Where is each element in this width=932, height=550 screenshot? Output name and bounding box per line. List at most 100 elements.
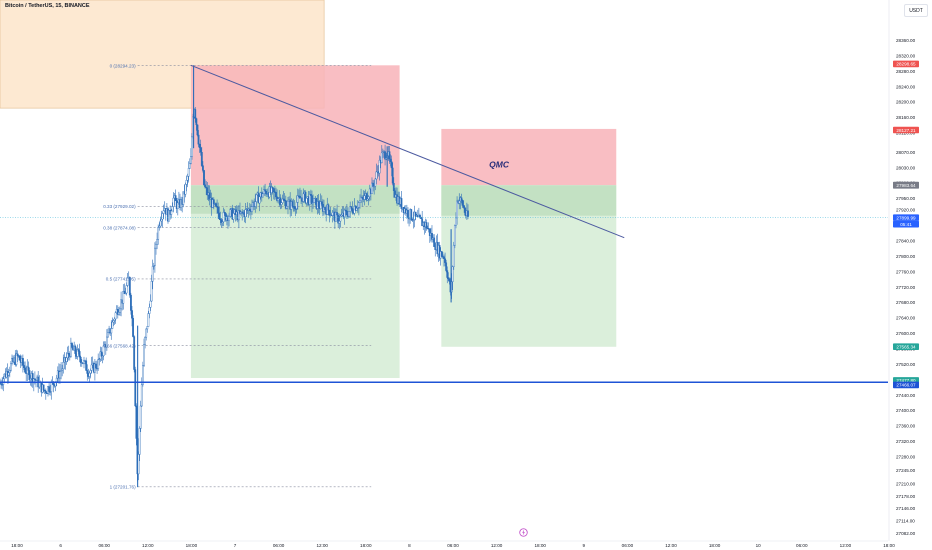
candle-body xyxy=(295,202,298,210)
candle-body xyxy=(359,200,361,203)
fib-label-3: 0.5 (27741.05) xyxy=(106,277,136,282)
candle-body xyxy=(90,364,93,371)
candle-body xyxy=(126,277,129,286)
candle-body xyxy=(261,193,264,198)
candle-body xyxy=(171,206,174,212)
price-tick: 27520.00 xyxy=(896,362,916,367)
lines-layer xyxy=(0,64,888,384)
candle-body xyxy=(29,378,32,380)
candle-body xyxy=(223,212,226,214)
candle-body xyxy=(363,195,366,200)
candle-body xyxy=(270,187,273,193)
candle-body xyxy=(116,309,119,315)
candle-body xyxy=(95,363,97,369)
fib-label-4: 0.66 (27568.42) xyxy=(103,343,136,348)
candle-body xyxy=(340,214,343,217)
candle-body xyxy=(344,209,347,212)
candle-body xyxy=(348,211,350,217)
time-tick: 6 xyxy=(59,543,62,548)
candle-body xyxy=(125,285,128,294)
candle-body xyxy=(414,211,417,217)
candle-body xyxy=(59,371,61,379)
candle-body xyxy=(390,161,393,169)
candle-body xyxy=(444,258,446,263)
candle-body xyxy=(22,357,24,366)
time-tick: 12:00 xyxy=(840,543,852,548)
candle-body xyxy=(118,312,120,315)
currency-button[interactable]: USDT xyxy=(904,4,928,17)
price-label-1: 28127.21 xyxy=(896,128,916,133)
candle-body xyxy=(66,352,69,359)
candle-body xyxy=(324,207,326,211)
candle-body xyxy=(61,368,64,371)
time-tick: 12:00 xyxy=(142,543,154,548)
candle-body xyxy=(222,212,225,222)
fib-label-2: 0.38 (27874.08) xyxy=(103,225,136,230)
candle-body xyxy=(456,200,458,219)
candle-body xyxy=(263,189,265,195)
price-tick: 28320.00 xyxy=(896,53,916,58)
candle-body xyxy=(10,363,12,371)
price-tick: 27245.00 xyxy=(896,468,916,473)
candle-body xyxy=(130,294,132,311)
candle-body xyxy=(77,349,80,352)
candle-body xyxy=(412,219,415,221)
candle-body xyxy=(371,182,373,194)
fib-label-5: 1 (27201.76) xyxy=(110,485,137,490)
candle-body xyxy=(277,198,280,201)
candle-body xyxy=(197,134,200,145)
candle-body xyxy=(189,156,192,164)
candle-body xyxy=(453,224,456,246)
candle-body xyxy=(248,208,251,211)
candle-body xyxy=(272,188,275,193)
candle-body xyxy=(420,217,422,219)
candle-body xyxy=(71,343,73,348)
candle-body xyxy=(338,220,341,224)
lightning-icon[interactable] xyxy=(519,528,528,537)
candle-body xyxy=(373,185,376,188)
price-tick: 28070.00 xyxy=(896,150,916,155)
price-label-5: 05:41 xyxy=(900,222,912,227)
candle-body xyxy=(458,200,461,204)
candle-body xyxy=(140,384,143,407)
candle-body xyxy=(124,292,127,295)
candle-body xyxy=(345,210,348,216)
candle-body xyxy=(83,360,85,364)
price-label-bg-1 xyxy=(893,126,919,134)
candle-body xyxy=(361,196,364,199)
price-label-0: 28298.65 xyxy=(896,62,916,67)
candle-body xyxy=(119,308,121,313)
price-axis[interactable]: 28360.00 28320.00 28280.00 28240.00 28200.00… xyxy=(888,0,932,550)
price-tick: 27840.00 xyxy=(896,239,916,244)
candle-body xyxy=(86,370,89,374)
price-tick: 28280.00 xyxy=(896,69,916,74)
candle-body xyxy=(328,210,331,216)
time-axis[interactable]: 18:00 6 06:00 12:00 18:00 7 06:00 12:00 18:00 8 06… xyxy=(0,540,895,548)
price-label-8: 27466.07 xyxy=(896,383,916,388)
price-label-4: 27899.99 xyxy=(896,215,916,220)
candle-body xyxy=(343,209,346,218)
price-tick: 27210.00 xyxy=(896,481,916,486)
stop-zone-0 xyxy=(190,65,400,186)
candle-body xyxy=(308,194,311,205)
candle-body xyxy=(203,170,205,185)
price-tick: 27950.00 xyxy=(896,196,916,201)
time-tick: 06:00 xyxy=(273,543,285,548)
candle-body xyxy=(123,291,126,294)
candle-body xyxy=(74,345,77,354)
price-label-bg-5 xyxy=(893,220,919,228)
candle-body xyxy=(132,318,134,337)
candle-body xyxy=(160,218,163,222)
price-tick: 27440.00 xyxy=(896,393,916,398)
price-tick: 28030.00 xyxy=(896,165,916,170)
candle-body xyxy=(199,147,202,153)
candle-body xyxy=(65,357,68,362)
candle-body xyxy=(283,199,286,202)
time-tick: 9 xyxy=(583,543,586,548)
candle-body xyxy=(327,204,330,211)
candle-body xyxy=(106,336,108,348)
time-tick: 7 xyxy=(234,543,237,548)
candle-body xyxy=(134,369,137,407)
candle-body xyxy=(172,197,175,207)
